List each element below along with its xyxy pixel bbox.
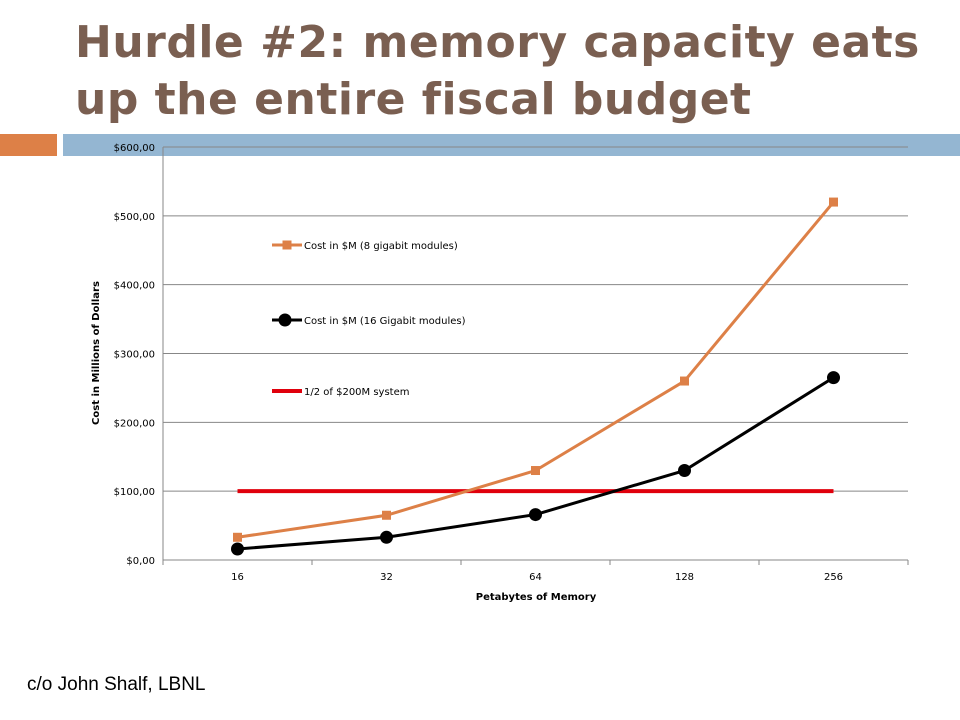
data-point bbox=[829, 197, 838, 207]
credit-text: c/o John Shalf, LBNL bbox=[27, 674, 206, 695]
x-tick-label: 16 bbox=[231, 572, 244, 583]
legend: Cost in $M (8 gigabit modules) Cost in $M… bbox=[272, 240, 466, 398]
y-tick-label: $500,00 bbox=[114, 212, 155, 223]
data-point bbox=[827, 371, 840, 385]
data-point bbox=[529, 508, 542, 522]
legend-item: Cost in $M (8 gigabit modules) bbox=[272, 240, 458, 252]
data-point bbox=[231, 542, 244, 556]
data-point bbox=[382, 510, 391, 520]
accent-bar-blue bbox=[63, 134, 960, 156]
data-point bbox=[678, 464, 691, 478]
series bbox=[231, 197, 840, 556]
accent-bar-orange bbox=[0, 134, 57, 156]
y-tick-label: $100,00 bbox=[114, 487, 155, 498]
legend-label: Cost in $M (8 gigabit modules) bbox=[304, 241, 458, 252]
x-tick-label: 64 bbox=[529, 572, 542, 583]
y-tick-label: $0,00 bbox=[126, 556, 155, 567]
x-tick-label: 256 bbox=[824, 572, 843, 583]
y-tick-label: $200,00 bbox=[114, 418, 155, 429]
data-point bbox=[680, 376, 689, 386]
axes: $0,00 $100,00 $200,00 $300,00 $400,00 $500,00… bbox=[114, 143, 909, 583]
slide-title: Hurdle #2: memory capacity eats up the e… bbox=[75, 17, 920, 125]
legend-item: Cost in $M (16 Gigabit modules) bbox=[272, 313, 466, 327]
gridlines bbox=[163, 146, 908, 561]
data-point bbox=[233, 532, 242, 542]
series-line bbox=[237, 201, 835, 539]
x-tick-label: 128 bbox=[675, 572, 694, 583]
legend-marker bbox=[282, 240, 292, 250]
y-tick-label: $300,00 bbox=[114, 350, 155, 361]
x-tick-label: 32 bbox=[380, 572, 393, 583]
legend-item: 1/2 of $200M system bbox=[272, 387, 410, 398]
y-tick-label: $600,00 bbox=[114, 143, 155, 154]
legend-label: Cost in $M (16 Gigabit modules) bbox=[304, 316, 466, 327]
y-tick-label: $400,00 bbox=[114, 281, 155, 292]
x-axis-title: Petabytes of Memory bbox=[476, 592, 597, 603]
data-point bbox=[531, 466, 540, 476]
legend-label: 1/2 of $200M system bbox=[304, 387, 410, 398]
legend-marker bbox=[278, 313, 292, 327]
y-axis-title: Cost in Millions of Dollars bbox=[91, 281, 102, 425]
data-point bbox=[380, 530, 393, 544]
